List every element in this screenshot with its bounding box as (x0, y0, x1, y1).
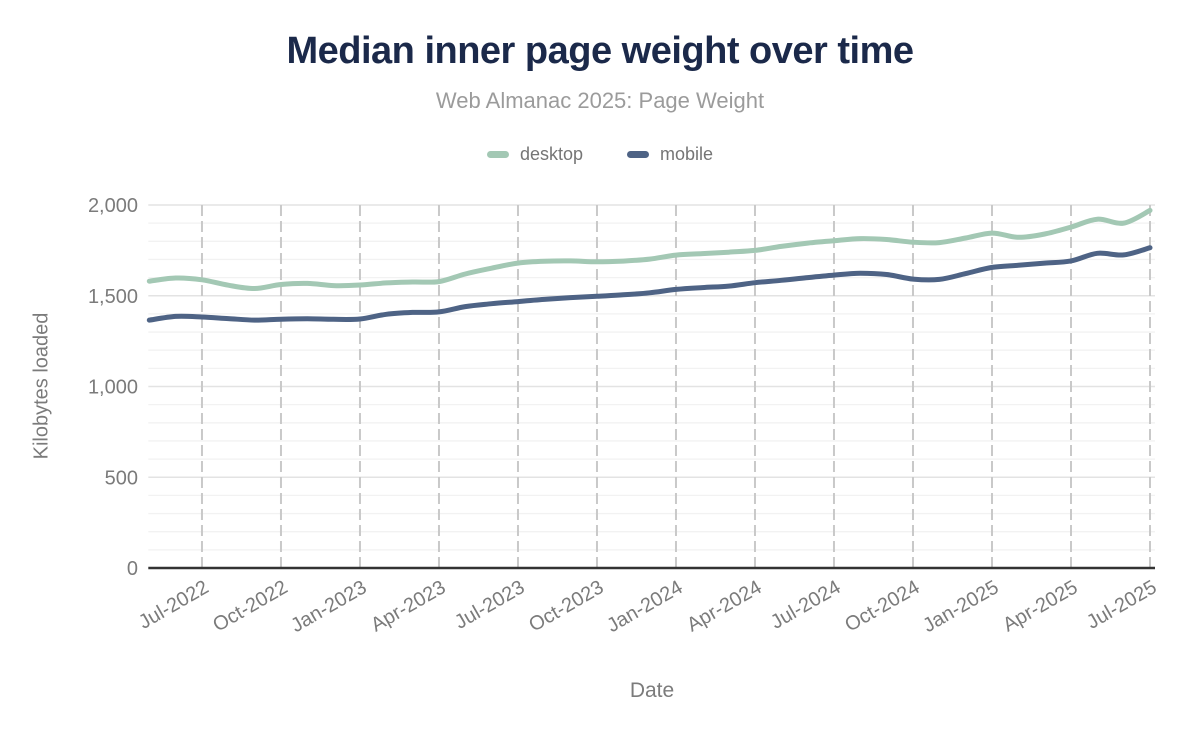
legend: desktop mobile (0, 144, 1200, 165)
desktop-legend-label: desktop (519, 144, 583, 164)
chart-title: Median inner page weight over time (286, 30, 914, 72)
legend-item-desktop: desktop (486, 144, 583, 165)
x-axis-title: Date (629, 679, 675, 702)
x-tick-label: Apr-2023 (367, 576, 449, 636)
x-tick-label: Jul-2022 (135, 576, 212, 633)
x-tick-label: Jan-2023 (287, 576, 370, 637)
mobile-legend-swatch-icon (627, 151, 649, 158)
desktop-legend-swatch-icon (486, 151, 509, 158)
y-tick-label: 1,500 (88, 286, 138, 308)
x-tick-label: Apr-2024 (683, 576, 765, 636)
y-tick-label: 2,000 (88, 195, 138, 217)
y-tick-label: 500 (105, 467, 138, 489)
chart-subtitle: Web Almanac 2025: Page Weight (435, 88, 765, 113)
x-tick-label: Jan-2025 (919, 576, 1002, 637)
x-tick-label: Jan-2024 (603, 576, 686, 637)
legend-item-mobile: mobile (627, 144, 713, 165)
y-tick-label: 1,000 (88, 377, 138, 399)
y-tick-label: 0 (127, 558, 138, 580)
mobile-legend-label: mobile (660, 144, 714, 164)
x-tick-label: Jul-2025 (1083, 576, 1160, 633)
y-axis-title: Kilobytes loaded (30, 312, 53, 460)
x-tick-label: Oct-2022 (209, 576, 291, 636)
mobile-series-line[interactable] (146, 245, 1153, 323)
x-tick-label: Apr-2025 (999, 576, 1081, 636)
x-tick-label: Oct-2024 (841, 576, 923, 636)
x-tick-label: Oct-2023 (525, 576, 607, 636)
desktop-series-line[interactable] (146, 207, 1153, 292)
x-tick-label: Jul-2024 (767, 576, 844, 633)
x-tick-label: Jul-2023 (451, 576, 528, 633)
